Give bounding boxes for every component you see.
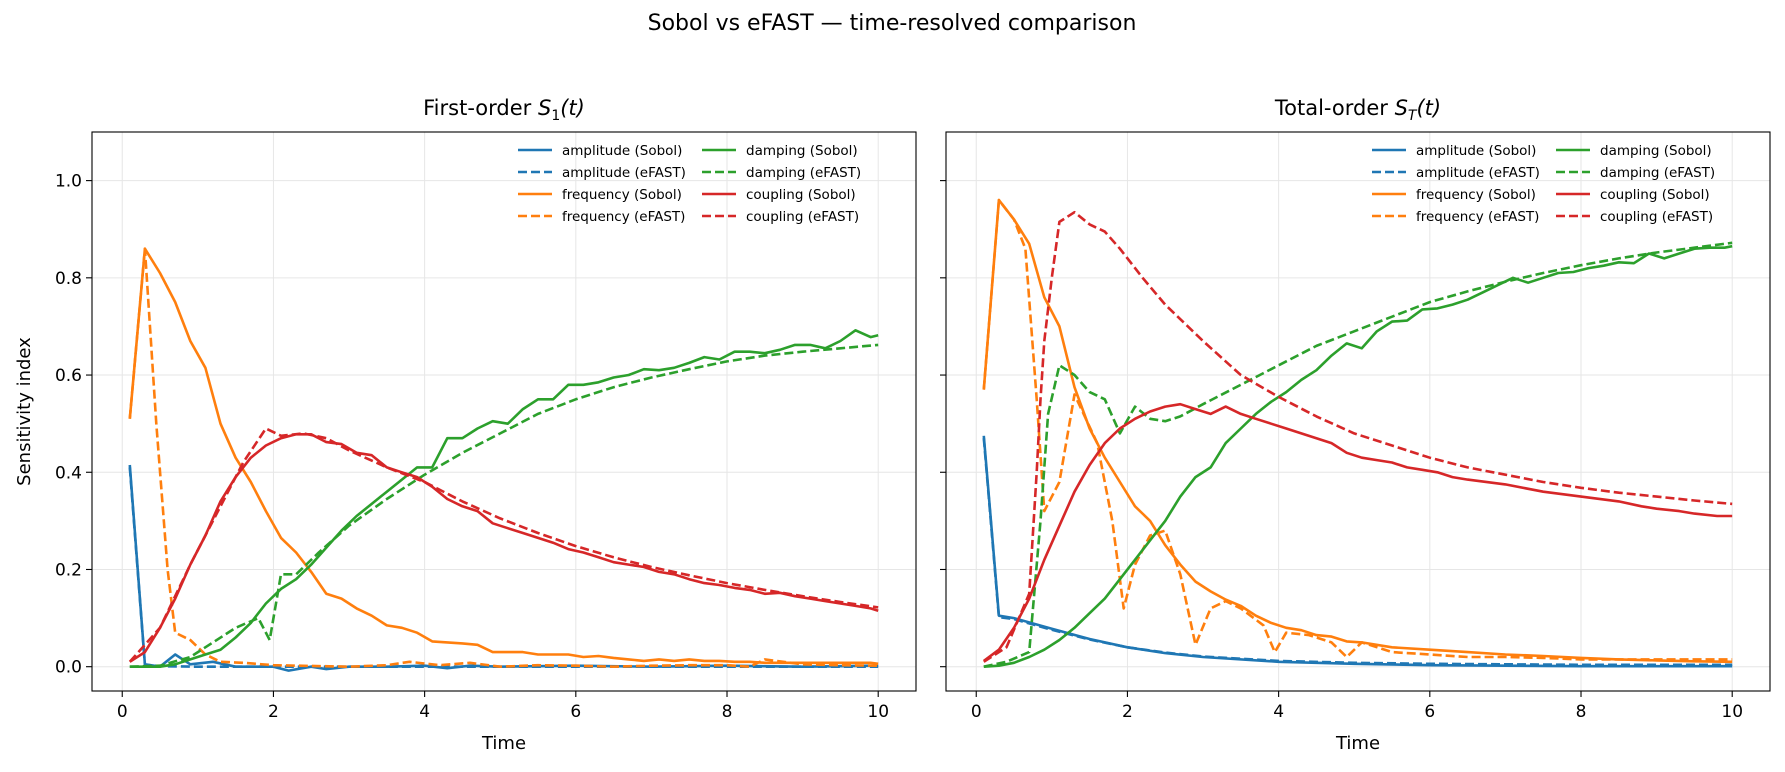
plot-frame [945, 131, 1771, 692]
series-line-frequency-sobol [982, 198, 1733, 664]
plot-frame [91, 131, 917, 692]
legend-label-coupling-efast: coupling (eFAST) [746, 209, 859, 225]
legend-label-frequency-efast: frequency (eFAST) [1416, 209, 1539, 225]
x-tick-label: 2 [268, 702, 279, 722]
series-line-amplitude-efast [128, 467, 879, 669]
series-line-frequency-efast [128, 247, 879, 669]
x-tick-label: 10 [1721, 702, 1743, 722]
legend-label-frequency-efast: frequency (eFAST) [562, 209, 685, 225]
series-line-frequency-sobol [128, 247, 879, 666]
y-tick-label: 0.0 [55, 658, 82, 678]
x-tick-label: 8 [722, 702, 733, 722]
x-tick-label: 10 [867, 702, 889, 722]
legend: amplitude (Sobol) amplitude (eFAST) freque… [518, 143, 861, 225]
series-line-amplitude-sobol [128, 464, 879, 672]
legend-label-amplitude-efast: amplitude (eFAST) [562, 165, 686, 181]
x-tick-label: 4 [1273, 702, 1284, 722]
first-order-panel: 0 2 4 6 8 10 0.0 0.2 0.4 0.6 0.8 1.0 Time Sensitivity… [14, 96, 917, 754]
series-line-frequency-efast [982, 198, 1733, 661]
x-axis-label: Time [1335, 733, 1380, 754]
y-tick-label: 1.0 [55, 172, 82, 192]
series-line-amplitude-sobol [982, 435, 1733, 668]
series-line-damping-efast [983, 241, 1733, 668]
series-line-damping-sobol [983, 244, 1733, 668]
legend: amplitude (Sobol) amplitude (eFAST) freque… [1372, 143, 1715, 225]
series-line-damping-sobol [129, 328, 879, 669]
total-order-panel: 0 2 4 6 8 10 Time Total-order ST(t) amplitude (S… [940, 96, 1771, 754]
legend-label-coupling-efast: coupling (eFAST) [1600, 209, 1713, 225]
y-axis-label: Sensitivity index [14, 337, 35, 486]
series-line-coupling-efast [128, 427, 879, 663]
legend-label-amplitude-sobol: amplitude (Sobol) [562, 143, 682, 159]
legend-label-coupling-sobol: coupling (Sobol) [1600, 187, 1710, 203]
series-line-coupling-efast [983, 210, 1733, 663]
x-tick-label: 4 [419, 702, 430, 722]
series-line-damping-efast [129, 343, 879, 668]
x-tick-label: 2 [1122, 702, 1133, 722]
legend-label-frequency-sobol: frequency (Sobol) [562, 187, 682, 203]
x-tick-label: 0 [117, 702, 128, 722]
x-axis-label: Time [481, 733, 526, 754]
panel-title: First-order S1(t) [423, 96, 585, 124]
series-line-coupling-sobol [129, 432, 879, 663]
x-tick-label: 6 [570, 702, 581, 722]
y-tick-label: 0.6 [55, 366, 82, 386]
legend-label-damping-efast: damping (eFAST) [1600, 165, 1715, 181]
legend-label-amplitude-sobol: amplitude (Sobol) [1416, 143, 1536, 159]
y-tick-label: 0.8 [55, 269, 82, 289]
y-tick-label: 0.4 [55, 463, 82, 483]
panel-title: Total-order ST(t) [1274, 96, 1441, 124]
legend-label-damping-efast: damping (eFAST) [746, 165, 861, 181]
legend-label-amplitude-efast: amplitude (eFAST) [1416, 165, 1540, 181]
legend-label-coupling-sobol: coupling (Sobol) [746, 187, 856, 203]
legend-label-frequency-sobol: frequency (Sobol) [1416, 187, 1536, 203]
y-tick-label: 0.2 [55, 560, 82, 580]
legend-label-damping-sobol: damping (Sobol) [1600, 143, 1712, 159]
x-tick-label: 6 [1424, 702, 1435, 722]
x-tick-label: 8 [1576, 702, 1587, 722]
x-tick-label: 0 [971, 702, 982, 722]
figure-title: Sobol vs eFAST — time-resolved compariso… [648, 11, 1137, 36]
series-line-coupling-sobol [983, 402, 1733, 662]
legend-label-damping-sobol: damping (Sobol) [746, 143, 858, 159]
